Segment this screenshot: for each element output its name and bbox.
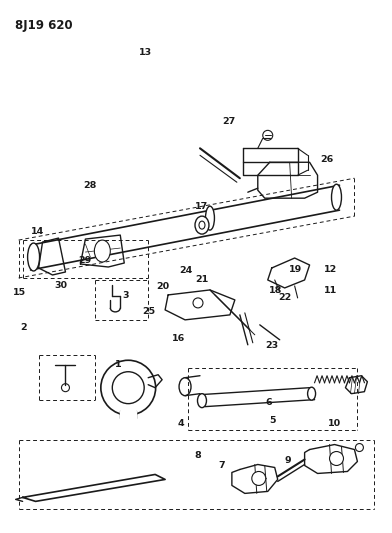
Circle shape	[252, 472, 266, 486]
Text: 20: 20	[156, 282, 169, 291]
Ellipse shape	[179, 378, 191, 395]
Text: 9: 9	[285, 456, 291, 465]
Text: 13: 13	[139, 49, 152, 57]
Text: 17: 17	[195, 203, 209, 212]
Ellipse shape	[198, 394, 207, 408]
Text: 14: 14	[31, 228, 44, 237]
Ellipse shape	[195, 216, 209, 234]
Ellipse shape	[205, 206, 214, 230]
Text: 22: 22	[278, 293, 292, 302]
Circle shape	[263, 131, 273, 140]
Text: 3: 3	[122, 291, 129, 300]
Ellipse shape	[308, 387, 316, 400]
Text: 6: 6	[265, 398, 272, 407]
Ellipse shape	[112, 372, 144, 403]
Text: 16: 16	[172, 334, 185, 343]
Text: 10: 10	[328, 419, 341, 428]
Text: 24: 24	[180, 266, 193, 275]
Ellipse shape	[94, 240, 110, 262]
Circle shape	[193, 298, 203, 308]
Text: 4: 4	[177, 419, 184, 428]
Circle shape	[62, 384, 69, 392]
Ellipse shape	[199, 221, 205, 229]
Text: 26: 26	[320, 155, 334, 164]
Text: 18: 18	[269, 286, 283, 295]
Text: 7: 7	[218, 462, 225, 470]
Text: 11: 11	[324, 286, 338, 295]
Text: 30: 30	[55, 280, 68, 289]
Text: 8J19 620: 8J19 620	[15, 19, 72, 31]
Text: 8: 8	[194, 451, 201, 460]
Circle shape	[330, 451, 343, 465]
Polygon shape	[120, 410, 136, 419]
Text: 5: 5	[269, 416, 276, 425]
Text: 27: 27	[223, 117, 236, 126]
Text: 29: 29	[78, 256, 91, 264]
Text: 21: 21	[195, 275, 209, 284]
Text: 28: 28	[83, 181, 96, 190]
Text: 1: 1	[114, 360, 121, 369]
Text: 15: 15	[13, 287, 26, 296]
Text: 2: 2	[20, 323, 27, 332]
Text: 19: 19	[289, 265, 302, 273]
Ellipse shape	[332, 184, 341, 210]
Text: 12: 12	[324, 265, 338, 273]
Text: 25: 25	[143, 307, 156, 316]
Text: 23: 23	[266, 341, 279, 350]
Ellipse shape	[101, 360, 156, 415]
Circle shape	[356, 443, 363, 451]
Ellipse shape	[27, 243, 40, 271]
